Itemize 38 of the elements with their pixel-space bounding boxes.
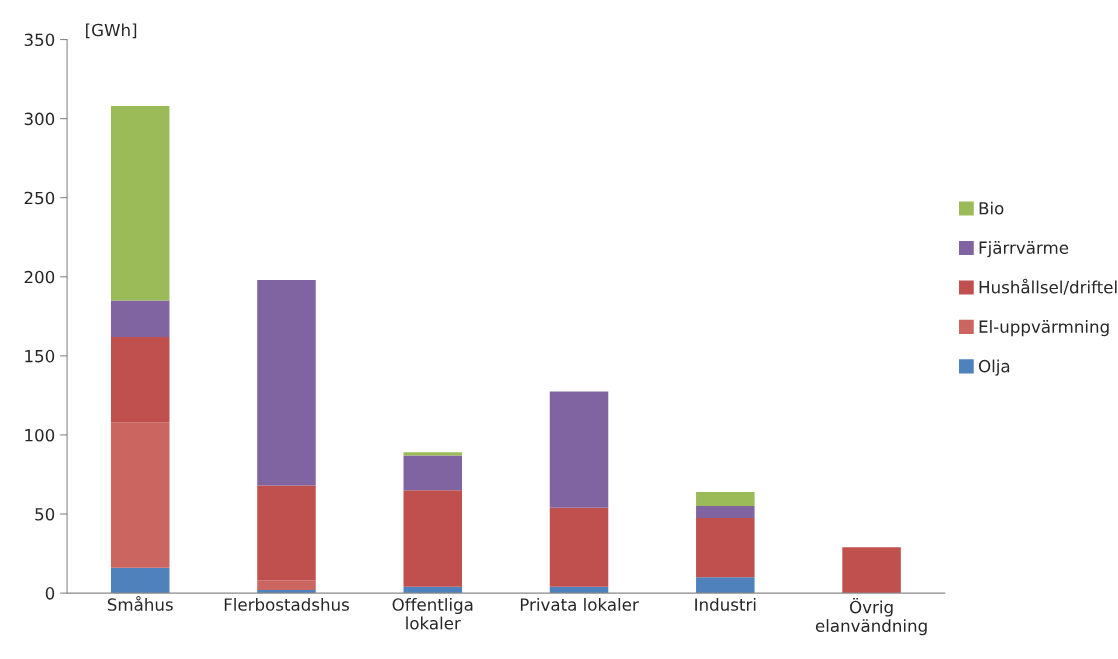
bar [549, 507, 609, 587]
legend-label: Olja [978, 359, 1010, 376]
y-tick-label: 50 [35, 507, 55, 521]
bar [257, 485, 316, 581]
y-tick-label: 300 [24, 112, 55, 126]
bar [696, 491, 755, 507]
x-tick-label: Industri [695, 597, 756, 611]
bar [110, 300, 170, 337]
y-tick-label: 100 [25, 428, 55, 442]
bar [549, 391, 609, 508]
bar [696, 506, 755, 518]
x-tick-label: Privata lokaler [520, 597, 639, 611]
bar [110, 422, 170, 568]
legend-label: Fjärrvärme [979, 241, 1069, 258]
bar [696, 577, 755, 594]
bar [403, 455, 463, 491]
bar [110, 567, 170, 594]
x-tick-label: Övrig elanvändning [815, 597, 927, 636]
y-tick-label: 0 [45, 587, 55, 600]
x-tick-label: Småhus [107, 595, 173, 611]
x-tick-label: Offentliga lokaler [392, 597, 473, 630]
bar [403, 490, 463, 587]
legend-label: Hushållsel/driftel [979, 278, 1117, 295]
bar [257, 279, 316, 486]
y-tick-label: 150 [25, 349, 55, 363]
bar [257, 580, 316, 590]
bar [403, 452, 463, 456]
bar [110, 336, 170, 423]
y-tick-label: 200 [24, 270, 55, 284]
bar [842, 547, 901, 594]
y-tick-label: 350 [24, 33, 55, 47]
legend-label: Bio [979, 201, 1004, 215]
bar [110, 105, 170, 301]
bar [696, 517, 755, 578]
y-tick-label: 250 [24, 191, 55, 205]
x-tick-label: Flerbostadshus [224, 597, 349, 611]
legend-label: El-uppvärmning [979, 320, 1109, 337]
y-axis-title: [GWh] [86, 23, 137, 39]
